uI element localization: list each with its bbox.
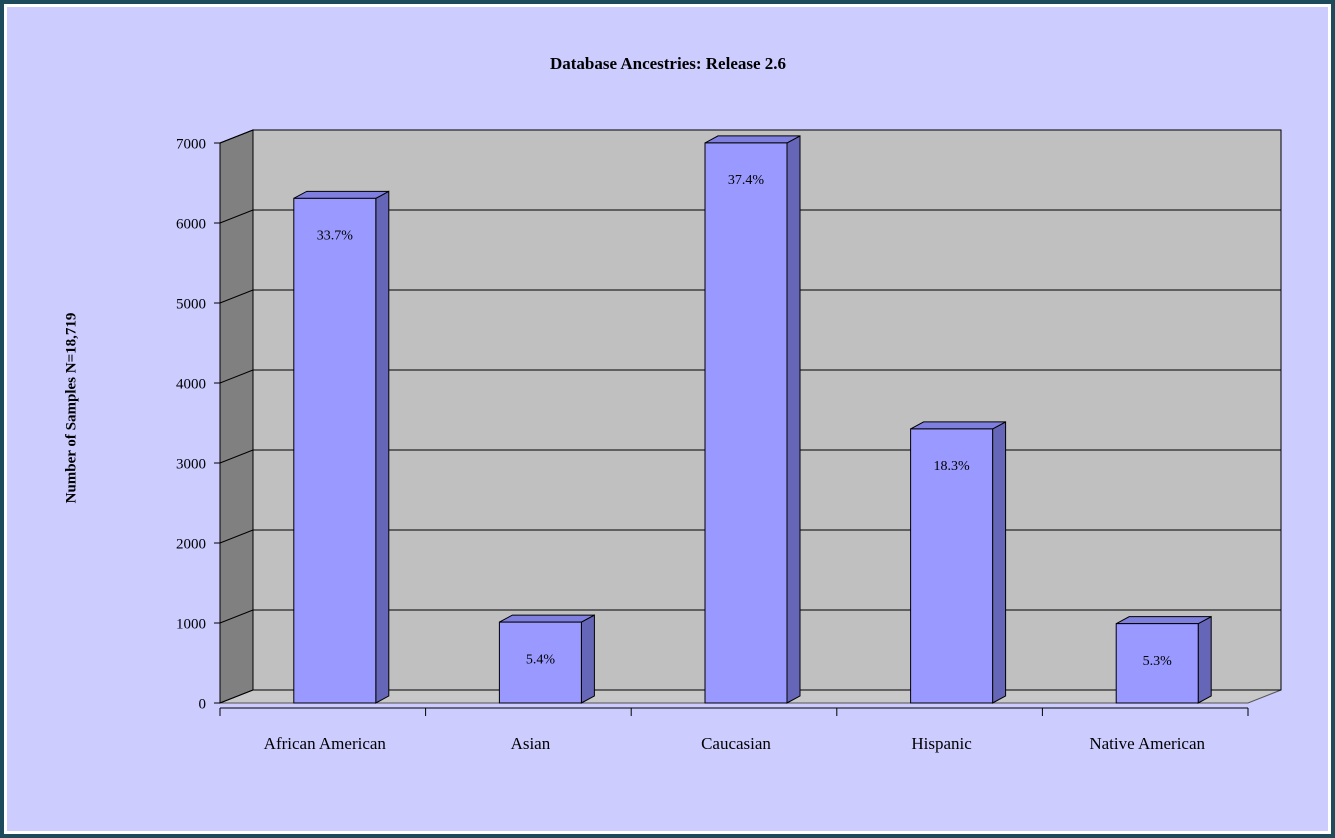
y-tick-label: 4000 — [176, 376, 206, 392]
value-label: 37.4% — [728, 173, 765, 188]
grid-line — [219, 449, 254, 464]
bar — [293, 197, 377, 704]
x-tick-label: Caucasian — [701, 734, 771, 753]
bar — [498, 621, 582, 704]
bar-side — [375, 190, 390, 704]
bar-top — [499, 614, 595, 623]
x-tick-label: Native American — [1089, 734, 1205, 753]
y-tick-label: 5000 — [176, 296, 206, 312]
value-label: 18.3% — [934, 459, 971, 474]
value-label: 5.4% — [526, 652, 556, 667]
bar-top — [910, 421, 1006, 430]
x-tick-label: African American — [264, 734, 387, 753]
y-tick-label: 3000 — [176, 456, 206, 472]
bar — [1115, 623, 1199, 704]
y-tick-label: 1000 — [176, 616, 206, 632]
value-label: 5.3% — [1143, 654, 1173, 669]
grid-line — [219, 529, 254, 544]
bar-side — [992, 421, 1007, 704]
x-tick-label: Hispanic — [911, 734, 972, 753]
left-wall — [219, 129, 254, 704]
bar-side — [580, 614, 595, 704]
grid-line — [219, 289, 254, 304]
y-axis-label: Number of Samples N=18,719 — [63, 313, 79, 504]
grid-line — [219, 209, 254, 224]
bar-side — [1197, 615, 1212, 704]
bar-top — [704, 135, 801, 144]
y-tick-label: 7000 — [176, 136, 206, 152]
y-tick-label: 0 — [199, 696, 207, 712]
bar-top — [1115, 616, 1212, 625]
grid-line — [219, 689, 254, 704]
y-tick-label: 2000 — [176, 536, 206, 552]
value-label: 33.7% — [317, 229, 354, 244]
bar — [704, 142, 788, 704]
grid-line — [219, 609, 254, 624]
grid-line — [219, 129, 254, 144]
y-tick-label: 6000 — [176, 216, 206, 232]
bar-top — [293, 190, 390, 199]
chart-title: Database Ancestries: Release 2.6 — [550, 54, 786, 73]
bar — [910, 428, 994, 704]
x-tick-label: Asian — [511, 734, 551, 753]
bar-side — [786, 135, 801, 704]
grid-line — [219, 369, 254, 384]
